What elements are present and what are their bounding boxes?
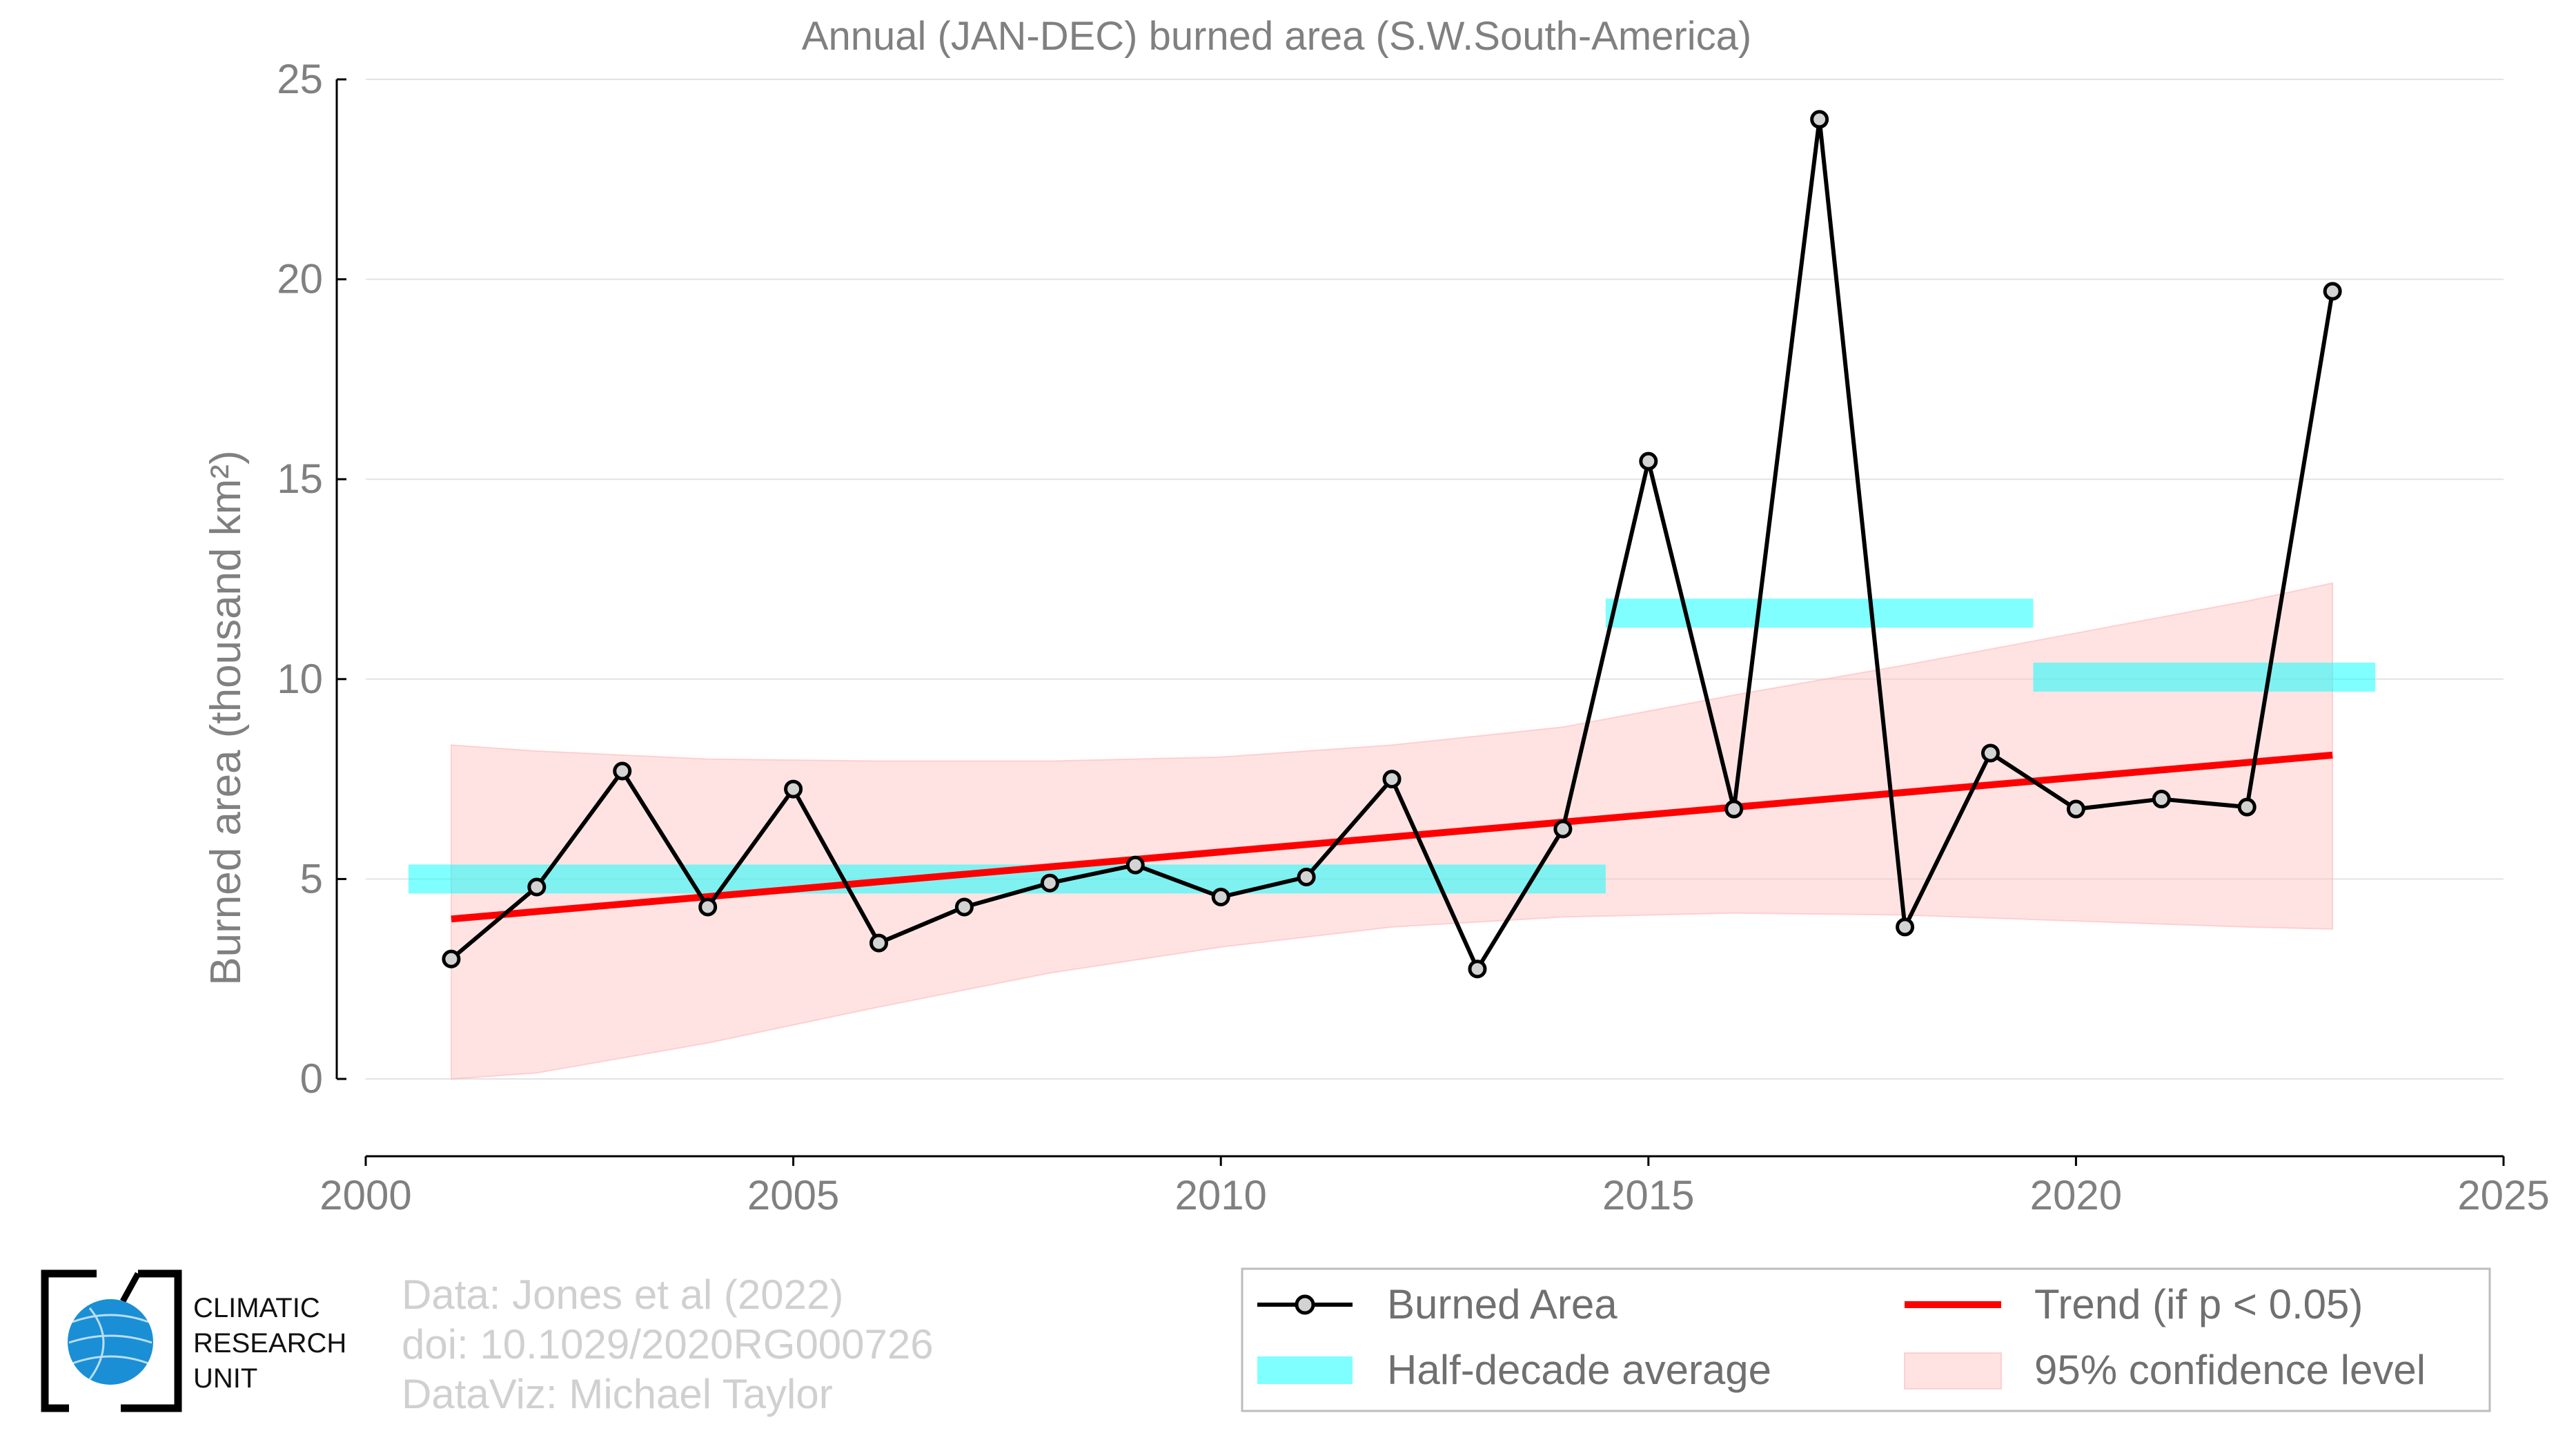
legend-half-decade-label: Half-decade average (1387, 1347, 1771, 1393)
trend-line (451, 751, 2333, 923)
logo-text: CLIMATIC RESEARCH UNIT (193, 1291, 346, 1396)
half-decade-bar-2 (2033, 662, 2376, 692)
legend-item-confidence: 95% confidence level (1904, 1347, 2426, 1393)
legend-burned-area-marker (1295, 1294, 1315, 1315)
legend-item-burned-area: Burned Area (1257, 1281, 1618, 1327)
legend-confidence-label: 95% confidence level (2034, 1347, 2426, 1393)
burned-area-point-2012 (1382, 770, 1402, 789)
y-tick-label-20: 20 (277, 256, 323, 302)
legend-box (1241, 1267, 2491, 1412)
y-tick-label-15: 15 (277, 456, 323, 502)
half-decade-average-bars (408, 598, 2376, 894)
legend-item-half-decade: Half-decade average (1257, 1347, 1771, 1393)
x-tick-label-2015: 2015 (1602, 1172, 1694, 1218)
half-decade-bar-1 (1605, 598, 2034, 628)
chart-title: Annual (JAN-DEC) burned area (S.W.South-… (802, 14, 1751, 59)
burned-area-point-2020 (2066, 799, 2085, 819)
credit-dataviz: DataViz: Michael Taylor (402, 1371, 833, 1417)
legend-burned-area-label: Burned Area (1387, 1281, 1618, 1327)
burned-area-point-2002 (527, 877, 547, 897)
legend-confidence-swatch (1904, 1352, 2002, 1390)
cru-logo (41, 1269, 182, 1412)
confidence-band-area (450, 582, 2334, 1080)
y-tick-label-0: 0 (300, 1055, 323, 1102)
y-tick-label-5: 5 (300, 855, 323, 902)
logo-slash (120, 1272, 141, 1303)
x-tick-label-2020: 2020 (2030, 1172, 2122, 1218)
trend-line-segment (451, 751, 2333, 923)
burned-area-point-2016 (1724, 799, 1744, 819)
burned-area-point-2007 (954, 897, 974, 917)
legend: Burned Area Trend (if p < 0.05) Half-dec… (1241, 1267, 2491, 1412)
logo-bracket-left (41, 1269, 97, 1412)
x-tick-label-2010: 2010 (1174, 1172, 1266, 1218)
burned-area-point-2019 (1980, 743, 2000, 763)
burned-area-point-2013 (1468, 960, 1487, 979)
burned-area-point-2014 (1553, 819, 1573, 839)
confidence-band (450, 582, 2334, 1080)
y-tick-label-25: 25 (277, 56, 323, 102)
burned-area-point-2009 (1125, 855, 1145, 875)
legend-item-trend: Trend (if p < 0.05) (1905, 1281, 2363, 1327)
burned-area-point-2001 (442, 949, 461, 968)
globe-icon (68, 1299, 153, 1385)
burned-area-point-2010 (1211, 887, 1230, 906)
logo-line-unit: UNIT (193, 1363, 258, 1394)
burned-area-point-2008 (1040, 873, 1059, 893)
burned-area-point-2003 (613, 761, 632, 781)
credit-doi: doi: 10.1029/2020RG000726 (402, 1321, 934, 1367)
burned-area-point-2018 (1896, 917, 1915, 937)
burned-area-point-2017 (1810, 110, 1829, 129)
legend-trend-label: Trend (if p < 0.05) (2034, 1281, 2363, 1327)
burned-area-point-2004 (698, 897, 718, 917)
data-credits: Data: Jones et al (2022) doi: 10.1029/20… (402, 1270, 934, 1419)
burned-area-series (442, 110, 2342, 979)
y-tick-label-10: 10 (277, 656, 323, 702)
credit-data-source: Data: Jones et al (2022) (402, 1272, 844, 1318)
y-axis-label: Burned area (thousand km²) (202, 450, 250, 985)
logo-bracket-right (121, 1269, 182, 1412)
globe-lines (68, 1307, 153, 1380)
burned-area-point-2023 (2323, 282, 2342, 301)
burned-area-point-2011 (1297, 868, 1316, 887)
logo-line-research: RESEARCH (193, 1328, 347, 1359)
burned-area-point-2005 (784, 779, 803, 799)
x-tick-label-2025: 2025 (2457, 1172, 2549, 1218)
burned-area-point-2015 (1639, 451, 1658, 471)
burned-area-point-2022 (2237, 797, 2257, 817)
x-tick-label-2000: 2000 (319, 1172, 411, 1218)
logo-line-climatic: CLIMATIC (193, 1293, 320, 1323)
burned-area-point-2006 (869, 933, 889, 953)
legend-half-decade-swatch (1257, 1356, 1353, 1384)
burned-area-point-2021 (2152, 790, 2171, 809)
x-tick-label-2005: 2005 (747, 1172, 839, 1218)
